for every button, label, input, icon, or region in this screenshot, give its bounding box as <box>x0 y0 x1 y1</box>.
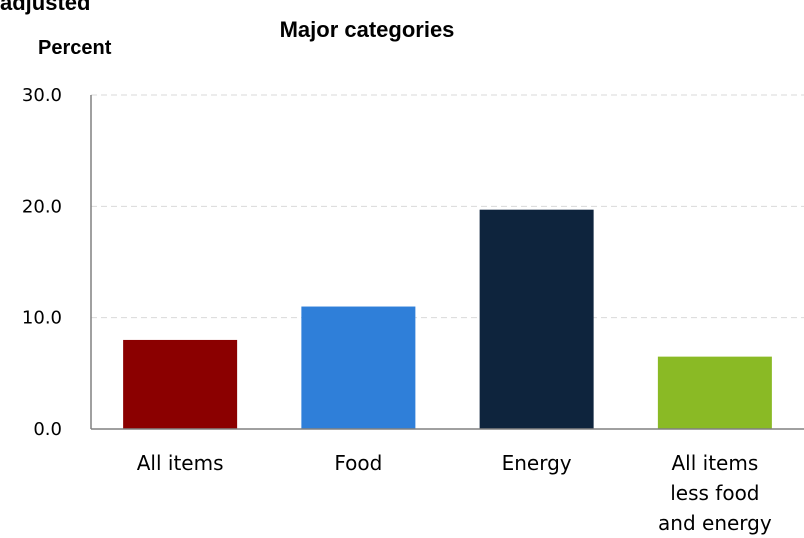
chart-title: Major categories <box>280 17 455 42</box>
partial-title: adjusted <box>0 0 90 15</box>
bar-2 <box>479 209 594 429</box>
x-category-line-2-0: Energy <box>502 451 572 475</box>
bars <box>123 209 772 429</box>
x-category-labels: All items Food Energy All items less food and… <box>137 451 772 535</box>
y-tick-label-0: 0.0 <box>33 419 62 440</box>
x-category-line-3-0: All items <box>671 451 758 475</box>
y-tick-label-1: 10.0 <box>22 308 62 329</box>
y-tick-label-2: 20.0 <box>22 196 62 217</box>
x-category-label-2: Energy <box>502 451 572 475</box>
x-category-label-1: Food <box>334 451 382 475</box>
x-category-line-0-0: All items <box>137 451 224 475</box>
x-category-line-1-0: Food <box>334 451 382 475</box>
y-tick-labels: 0.0 10.0 20.0 30.0 <box>22 85 62 440</box>
bar-0 <box>123 339 238 429</box>
x-category-line-3-2: and energy <box>658 511 772 535</box>
gridlines <box>91 94 804 319</box>
x-category-line-3-1: less food <box>670 481 759 505</box>
bar-1 <box>301 306 416 429</box>
axes <box>90 95 804 430</box>
bar-3 <box>657 356 772 429</box>
y-tick-label-3: 30.0 <box>22 85 62 106</box>
x-category-label-0: All items <box>137 451 224 475</box>
y-axis-unit-label: Percent <box>38 37 112 59</box>
x-category-label-3: All items less food and energy <box>658 451 772 535</box>
